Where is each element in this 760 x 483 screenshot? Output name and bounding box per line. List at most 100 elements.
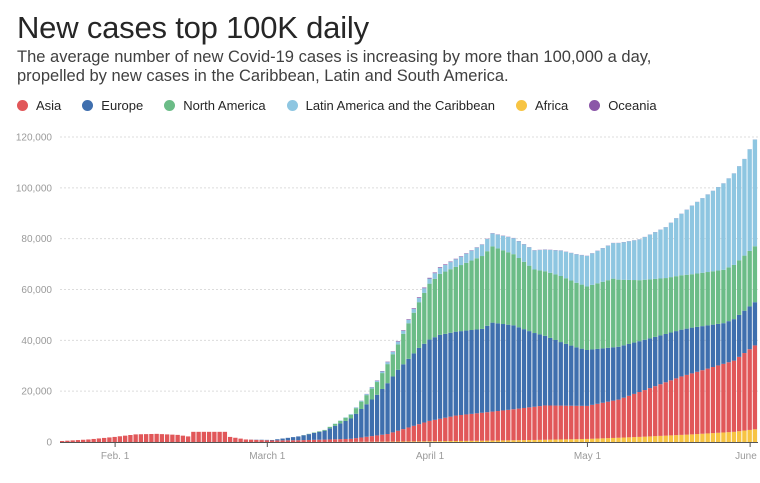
bar-segment-africa bbox=[737, 431, 742, 442]
bar-segment-north-america bbox=[521, 261, 527, 330]
bar-segment-africa bbox=[642, 436, 647, 442]
bar-segment-europe bbox=[684, 328, 689, 375]
bar-segment-asia bbox=[416, 424, 422, 442]
bar-segment-europe bbox=[600, 348, 605, 403]
bar-day-102 bbox=[595, 250, 600, 442]
legend-label: Asia bbox=[36, 98, 62, 113]
bar-segment-north-america bbox=[385, 364, 390, 384]
bar-segment-asia bbox=[695, 371, 700, 435]
bar-segment-asia bbox=[647, 388, 653, 437]
bar-segment-asia bbox=[285, 440, 291, 442]
bar-segment-africa bbox=[532, 439, 537, 442]
bar-segment-asia bbox=[259, 440, 264, 442]
bar-segment-africa bbox=[469, 440, 474, 442]
bar-day-25 bbox=[191, 431, 196, 442]
bar-day-10 bbox=[112, 436, 117, 442]
bar-segment-north-america bbox=[338, 420, 343, 424]
y-tick-label: 100,000 bbox=[16, 183, 53, 194]
bar-segment-europe bbox=[453, 331, 458, 416]
bar-day-23 bbox=[180, 435, 186, 442]
bar-segment-africa bbox=[726, 432, 731, 442]
bar-day-12 bbox=[122, 435, 128, 442]
bar-segment-europe bbox=[553, 339, 558, 406]
bar-day-80 bbox=[479, 244, 485, 442]
bar-segment-europe bbox=[716, 323, 721, 366]
bar-day-103 bbox=[600, 248, 605, 442]
bar-segment-asia bbox=[359, 437, 364, 442]
bar-segment-europe bbox=[411, 353, 416, 426]
bar-segment-asia bbox=[658, 384, 663, 436]
bar-segment-asia bbox=[548, 405, 553, 440]
bar-segment-europe bbox=[558, 342, 563, 406]
bar-segment-north-america bbox=[390, 354, 395, 377]
bar-segment-europe bbox=[479, 328, 485, 413]
bar-segment-europe bbox=[590, 349, 595, 405]
bar-segment-europe bbox=[474, 329, 479, 414]
bar-segment-latin-america-and-the-caribbean bbox=[563, 251, 569, 279]
bar-segment-asia bbox=[752, 345, 758, 430]
bar-day-98 bbox=[574, 254, 579, 442]
bar-segment-asia bbox=[448, 416, 453, 442]
bar-segment-latin-america-and-the-caribbean bbox=[390, 351, 395, 355]
bar-segment-africa bbox=[406, 441, 411, 442]
bar-segment-africa bbox=[626, 437, 632, 442]
bar-segment-europe bbox=[490, 322, 495, 412]
bar-day-97 bbox=[569, 252, 574, 442]
bar-segment-africa bbox=[605, 438, 611, 442]
bar-segment-asia bbox=[149, 433, 154, 442]
bar-segment-europe bbox=[705, 325, 710, 369]
bar-segment-africa bbox=[495, 440, 500, 442]
bar-day-108 bbox=[626, 241, 632, 442]
bar-segment-africa bbox=[432, 441, 437, 442]
bar-day-39 bbox=[264, 439, 270, 442]
bar-segment-asia bbox=[684, 374, 689, 435]
bar-segment-asia bbox=[128, 435, 133, 442]
bar-day-81 bbox=[485, 238, 490, 442]
bar-segment-north-america bbox=[716, 270, 721, 324]
x-tick-label: June 1 bbox=[735, 451, 760, 462]
bar-segment-north-america bbox=[700, 272, 705, 327]
bar-segment-africa bbox=[574, 439, 579, 442]
bar-segment-asia bbox=[532, 406, 537, 440]
bar-segment-asia bbox=[584, 405, 590, 439]
bar-day-37 bbox=[254, 439, 259, 442]
bar-segment-asia bbox=[154, 433, 159, 442]
bar-segment-latin-america-and-the-caribbean bbox=[584, 255, 590, 287]
bar-day-128 bbox=[731, 173, 737, 442]
bar-segment-asia bbox=[306, 439, 312, 442]
bar-segment-north-america bbox=[448, 269, 453, 333]
bar-segment-north-america bbox=[495, 248, 500, 324]
bar-segment-latin-america-and-the-caribbean bbox=[469, 250, 474, 261]
bar-segment-europe bbox=[500, 324, 506, 411]
bar-segment-asia bbox=[311, 439, 317, 442]
bar-segment-latin-america-and-the-caribbean bbox=[364, 394, 369, 396]
bar-segment-north-america bbox=[574, 282, 579, 348]
bar-segment-latin-america-and-the-caribbean bbox=[700, 198, 705, 273]
bar-segment-latin-america-and-the-caribbean bbox=[632, 240, 637, 281]
bar-segment-europe bbox=[747, 306, 752, 350]
legend-item-oceania: Oceania bbox=[589, 98, 657, 113]
bar-segment-north-america bbox=[353, 408, 359, 414]
bar-segment-africa bbox=[658, 435, 663, 442]
bar-segment-asia bbox=[605, 401, 611, 439]
bar-segment-north-america bbox=[469, 260, 474, 331]
bar-segment-asia bbox=[395, 430, 401, 442]
bar-day-89 bbox=[527, 247, 532, 442]
bar-segment-north-america bbox=[621, 279, 626, 346]
bar-segment-africa bbox=[637, 436, 642, 442]
bar-segment-africa bbox=[558, 439, 563, 442]
bar-segment-asia bbox=[369, 436, 374, 442]
bar-segment-asia bbox=[222, 431, 228, 442]
bar-segment-europe bbox=[563, 343, 569, 406]
bar-segment-north-america bbox=[642, 279, 647, 340]
bar-day-67 bbox=[411, 308, 416, 442]
bar-segment-asia bbox=[117, 436, 123, 442]
bar-segment-oceania bbox=[453, 258, 458, 260]
bar-segment-north-america bbox=[443, 271, 448, 334]
bar-day-106 bbox=[616, 242, 621, 442]
bar-segment-latin-america-and-the-caribbean bbox=[726, 178, 731, 268]
bar-day-45 bbox=[296, 436, 301, 442]
bar-segment-europe bbox=[269, 439, 275, 441]
bar-segment-europe bbox=[353, 413, 359, 439]
bar-segment-europe bbox=[311, 432, 317, 440]
